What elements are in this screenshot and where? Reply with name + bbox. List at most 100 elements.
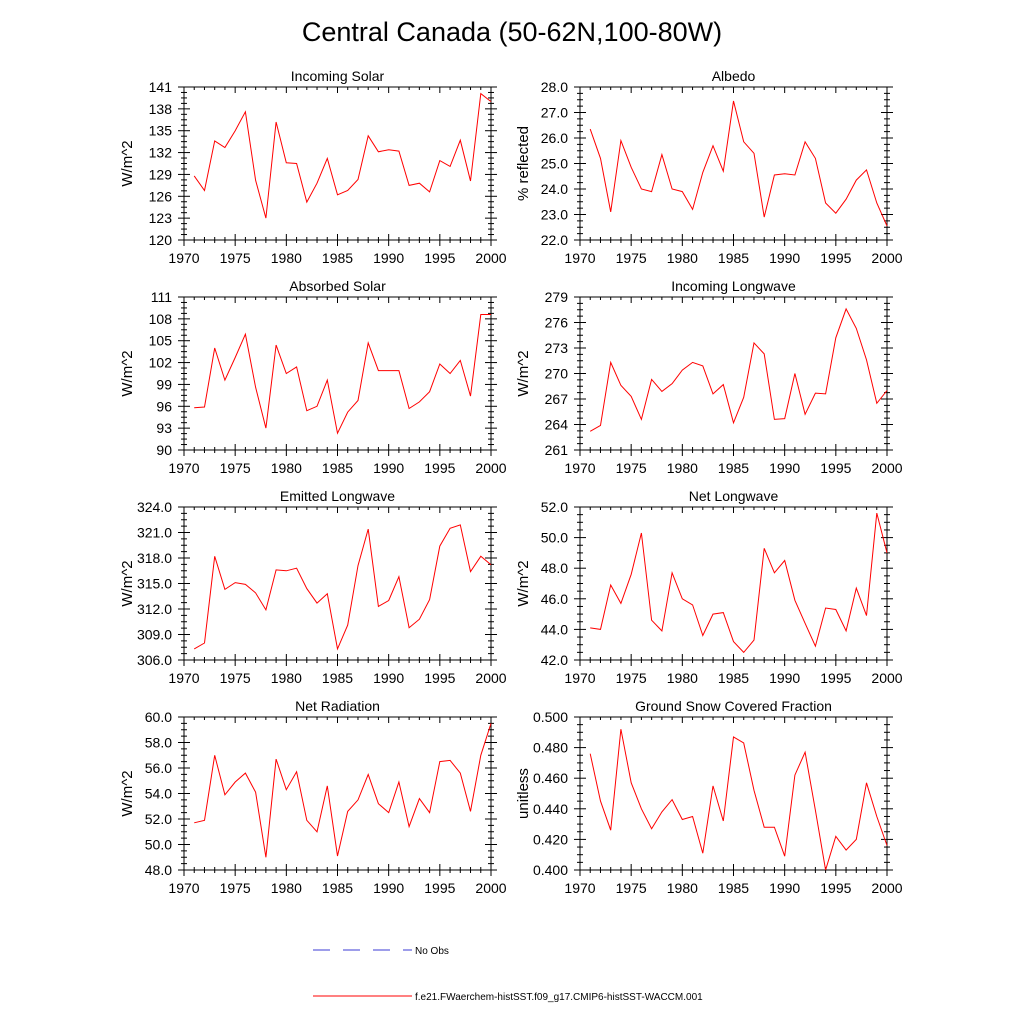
plot-frame [579, 296, 888, 451]
panel-absorbed-solar: Absorbed Solar W/m^2 1970 1975 1980 1985 1990 1… [119, 278, 507, 476]
y-tick-label: 0.500 [533, 709, 568, 725]
plot-frame [183, 716, 492, 871]
x-tick-label: 1980 [667, 880, 698, 896]
x-tick-label: 1980 [667, 460, 698, 476]
legend-label-model: f.e21.FWaerchem-histSST.f09_g17.CMIP6-hi… [415, 992, 703, 1003]
x-tick-label: 1995 [424, 460, 455, 476]
x-tick-label: 1995 [424, 250, 455, 266]
x-tick-label: 1975 [616, 460, 647, 476]
y-tick-label: 102 [149, 355, 173, 371]
x-tick-label: 2000 [475, 250, 506, 266]
x-tick-label: 1980 [667, 670, 698, 686]
x-tick-label: 1985 [718, 250, 749, 266]
series-line [193, 524, 492, 651]
x-tick-label: 1990 [373, 460, 404, 476]
x-tick-label: 2000 [475, 880, 506, 896]
x-tick-label: 1990 [373, 880, 404, 896]
y-tick-label: 321.0 [137, 525, 172, 541]
series-line [193, 92, 492, 219]
y-tick-label: 60.0 [145, 709, 172, 725]
y-tick-label: 0.420 [533, 831, 568, 847]
x-tick-label: 1975 [220, 460, 251, 476]
y-tick-label: 111 [151, 289, 172, 305]
panels: Incoming Solar W/m^2 1970 1975 1980 1985 1990 1… [119, 68, 903, 896]
x-tick-label: 1985 [322, 250, 353, 266]
x-tick-label: 2000 [475, 670, 506, 686]
x-tick-label: 1995 [820, 880, 851, 896]
y-tick-label: 54.0 [145, 786, 172, 802]
y-tick-label: 0.400 [533, 862, 568, 878]
panel-title: Incoming Solar [291, 68, 385, 84]
series-line [590, 512, 888, 654]
y-tick-label: 132 [149, 145, 173, 161]
y-tick-label: 93 [156, 420, 172, 436]
y-tick-label: 309.0 [137, 627, 172, 643]
y-tick-label: 273 [545, 340, 569, 356]
y-tick-label: 52.0 [145, 811, 172, 827]
series-line [589, 100, 888, 227]
y-tick-label: 27.0 [541, 105, 568, 121]
y-tick-label: 135 [149, 123, 173, 139]
legend: No Obs f.e21.FWaerchem-histSST.f09_g17.C… [313, 946, 703, 1003]
y-tick-label: 0.440 [533, 801, 568, 817]
y-tick-label: 261 [545, 442, 569, 458]
panel-net-radiation: Net Radiation W/m^2 1970 1975 1980 1985 1990 19… [119, 698, 507, 896]
x-tick-label: 1980 [271, 460, 302, 476]
x-tick-label: 1990 [373, 670, 404, 686]
panel-title: Net Radiation [295, 698, 380, 714]
x-tick-label: 2000 [871, 250, 902, 266]
y-tick-label: 318.0 [137, 550, 172, 566]
plot-frame [579, 506, 888, 661]
x-tick-label: 1990 [769, 670, 800, 686]
legend-label-no-obs: No Obs [415, 946, 449, 957]
y-tick-label: 120 [149, 232, 173, 248]
y-tick-label: 270 [545, 366, 569, 382]
panel-incoming-longwave: Incoming Longwave W/m^2 1970 1975 1980 1985 19… [515, 278, 903, 476]
y-tick-label: 279 [545, 289, 569, 305]
x-tick-label: 1970 [168, 460, 199, 476]
y-tick-label: 267 [545, 391, 569, 407]
x-tick-label: 1990 [769, 460, 800, 476]
x-tick-label: 1970 [168, 880, 199, 896]
y-tick-label: 312.0 [137, 601, 172, 617]
y-tick-label: 25.0 [541, 156, 568, 172]
y-tick-label: 24.0 [541, 181, 568, 197]
panel-emitted-longwave: Emitted Longwave W/m^2 1970 1975 1980 1985 199… [119, 488, 507, 686]
y-tick-label: 26.0 [541, 130, 568, 146]
x-tick-label: 2000 [871, 460, 902, 476]
y-tick-label: 276 [545, 315, 569, 331]
x-tick-label: 2000 [871, 880, 902, 896]
x-tick-label: 1975 [616, 250, 647, 266]
panel-ground-snow-covered-fraction: Ground Snow Covered Fraction unitless 1970… [515, 698, 903, 896]
x-tick-label: 1970 [564, 460, 595, 476]
y-tick-label: 44.0 [541, 621, 568, 637]
y-tick-label: 264 [545, 417, 569, 433]
x-tick-label: 1980 [271, 670, 302, 686]
x-tick-label: 1975 [220, 670, 251, 686]
main-title: Central Canada (50-62N,100-80W) [302, 17, 722, 47]
y-axis-label: unitless [515, 768, 532, 819]
x-tick-label: 1975 [220, 250, 251, 266]
y-tick-label: 0.460 [533, 770, 568, 786]
series-line [194, 314, 491, 435]
y-tick-label: 123 [149, 210, 173, 226]
x-tick-label: 1995 [424, 880, 455, 896]
panel-title: Ground Snow Covered Fraction [635, 698, 832, 714]
y-tick-label: 0.480 [533, 740, 568, 756]
y-axis-label: W/m^2 [119, 140, 136, 186]
x-tick-label: 1995 [820, 670, 851, 686]
y-tick-label: 126 [149, 188, 173, 204]
panel-title: Albedo [712, 68, 756, 84]
y-axis-label: W/m^2 [119, 560, 136, 606]
y-axis-label: W/m^2 [515, 350, 532, 396]
x-tick-label: 1990 [769, 880, 800, 896]
y-tick-label: 58.0 [145, 735, 172, 751]
y-tick-label: 129 [149, 166, 173, 182]
series-line [589, 729, 888, 871]
x-tick-label: 2000 [871, 670, 902, 686]
plot-frame [579, 86, 888, 241]
y-tick-label: 138 [149, 101, 173, 117]
series-line [194, 723, 492, 858]
y-tick-label: 90 [156, 442, 172, 458]
